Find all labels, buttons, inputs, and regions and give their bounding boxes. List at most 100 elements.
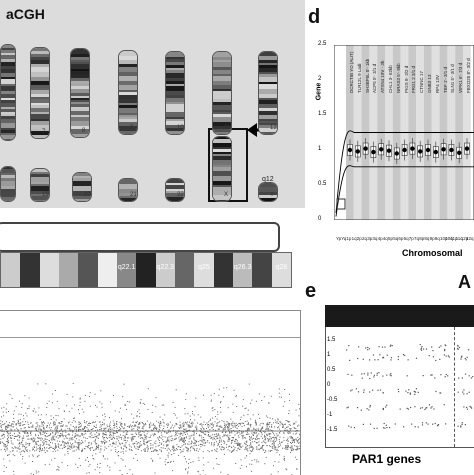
acgh-point <box>221 441 222 442</box>
chart-e-point <box>410 394 411 395</box>
acgh-point <box>283 433 284 434</box>
acgh-point <box>177 449 178 450</box>
acgh-point <box>13 414 14 415</box>
chart-e-ytick: -1.5 <box>327 427 337 433</box>
chart-e-point <box>361 410 362 411</box>
acgh-point <box>95 439 96 440</box>
acgh-point <box>184 441 185 442</box>
acgh-point <box>131 438 132 439</box>
acgh-point <box>168 445 169 446</box>
acgh-point <box>72 439 73 440</box>
chart-e-point <box>382 347 383 348</box>
acgh-point <box>137 415 138 416</box>
acgh-point <box>0 443 1 444</box>
acgh-point <box>196 426 197 427</box>
chart-e-point <box>377 375 378 376</box>
acgh-point <box>189 422 190 423</box>
acgh-point <box>263 445 264 446</box>
acgh-point <box>115 449 116 450</box>
acgh-point <box>39 451 40 452</box>
acgh-point <box>26 431 27 432</box>
acgh-point <box>14 446 15 447</box>
acgh-point <box>220 472 221 473</box>
acgh-point <box>0 441 1 442</box>
acgh-point <box>116 423 117 424</box>
acgh-point <box>185 399 186 400</box>
acgh-point <box>159 429 160 430</box>
acgh-point <box>267 426 268 427</box>
acgh-point <box>115 410 116 411</box>
acgh-point <box>82 428 83 429</box>
acgh-point <box>144 444 145 445</box>
acgh-point <box>155 446 156 447</box>
acgh-point <box>219 440 220 441</box>
acgh-point <box>250 424 251 425</box>
acgh-point <box>113 395 114 396</box>
chart-e-point <box>354 427 355 428</box>
acgh-point <box>104 434 105 435</box>
acgh-point <box>80 398 81 399</box>
acgh-point <box>229 425 230 426</box>
acgh-point <box>45 432 46 433</box>
acgh-point <box>287 432 288 433</box>
acgh-point <box>192 426 193 427</box>
chromosome-number: 8 <box>82 128 85 134</box>
acgh-point <box>245 447 246 448</box>
acgh-point <box>97 429 98 430</box>
acgh-point <box>219 446 220 447</box>
acgh-point <box>99 434 100 435</box>
ideogram-band <box>20 253 39 287</box>
acgh-point <box>5 451 6 452</box>
acgh-point <box>211 401 212 402</box>
acgh-point <box>83 429 84 430</box>
acgh-point <box>90 450 91 451</box>
acgh-point <box>277 423 278 424</box>
acgh-point <box>240 424 241 425</box>
acgh-point <box>137 443 138 444</box>
chart-e-point <box>422 422 423 423</box>
acgh-point <box>62 462 63 463</box>
acgh-point <box>1 449 2 450</box>
acgh-point <box>193 461 194 462</box>
acgh-point <box>161 438 162 439</box>
acgh-point <box>256 429 257 430</box>
acgh-point <box>255 421 256 422</box>
acgh-point <box>187 413 188 414</box>
acgh-point <box>101 403 102 404</box>
acgh-point <box>80 423 81 424</box>
chart-e-point <box>458 426 459 427</box>
acgh-point <box>207 431 208 432</box>
acgh-point <box>38 471 39 472</box>
acgh-point <box>109 435 110 436</box>
acgh-point <box>229 429 230 430</box>
acgh-point <box>216 441 217 442</box>
acgh-point <box>224 443 225 444</box>
chart-e-point <box>444 350 445 351</box>
acgh-point <box>123 428 124 429</box>
acgh-point <box>231 423 232 424</box>
acgh-point <box>224 435 225 436</box>
acgh-point <box>172 440 173 441</box>
acgh-point <box>176 433 177 434</box>
acgh-point <box>40 433 41 434</box>
acgh-point <box>145 435 146 436</box>
acgh-point <box>28 427 29 428</box>
acgh-point <box>68 422 69 423</box>
acgh-point <box>75 441 76 442</box>
acgh-point <box>207 450 208 451</box>
chart-d-gene-label: SLN1 5'- 3/1 d <box>450 64 455 93</box>
acgh-point <box>58 432 59 433</box>
acgh-point <box>212 439 213 440</box>
acgh-point <box>106 437 107 438</box>
acgh-point <box>145 449 146 450</box>
acgh-point <box>191 423 192 424</box>
acgh-point <box>293 440 294 441</box>
acgh-point <box>16 425 17 426</box>
acgh-point <box>79 413 80 414</box>
ideogram-band-label: q26.3 <box>233 253 252 287</box>
acgh-point <box>4 434 5 435</box>
acgh-point <box>57 426 58 427</box>
acgh-point <box>169 449 170 450</box>
acgh-point <box>102 407 103 408</box>
acgh-point <box>84 434 85 435</box>
